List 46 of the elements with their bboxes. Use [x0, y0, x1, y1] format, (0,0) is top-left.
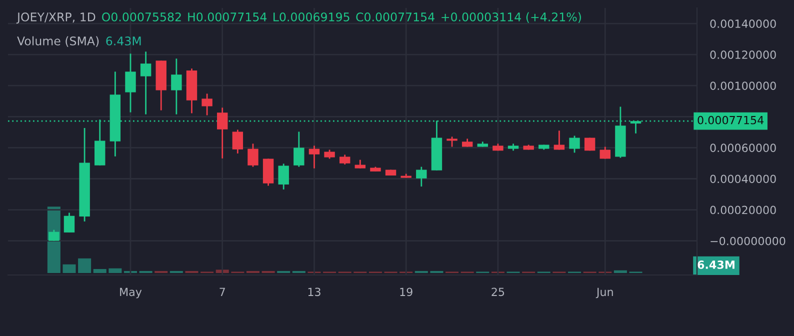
x-tick-label: 25	[492, 288, 504, 296]
annotation: L0.00069195	[274, 12, 350, 22]
candlestick	[140, 50, 152, 116]
candlestick	[324, 149, 335, 160]
y-tick-label: −0.00000000	[710, 236, 786, 246]
chart-title: JOEY/XRP, 1D	[16, 12, 96, 24]
y-tick-label: 0.00140000	[710, 20, 776, 28]
chart-title: Volume (SMA)	[17, 36, 99, 47]
candlestick	[278, 163, 289, 190]
bar	[108, 268, 122, 273]
candlestick	[216, 106, 228, 160]
x-tick-label: 7	[220, 288, 225, 296]
annotation: 6.43M	[106, 36, 141, 46]
text: 6.43M	[698, 260, 734, 269]
x-tick-label: Jun	[596, 288, 613, 298]
ref-line-label: 0.00077154	[698, 116, 764, 124]
bar	[93, 269, 106, 273]
candlestick	[248, 142, 258, 168]
candlestick	[171, 58, 182, 116]
candlestick	[416, 166, 427, 188]
bar	[216, 270, 229, 273]
annotation: +0.00003114 (+4.21%)	[442, 12, 581, 23]
y-tick-label: 0.00020000	[710, 206, 776, 214]
y-tick-label: 0.00040000	[710, 174, 776, 184]
candlestick	[308, 144, 320, 170]
annotation: H0.00077154	[188, 12, 267, 22]
y-tick-label: 0.00100000	[710, 82, 776, 90]
candlestick	[446, 136, 458, 148]
x-tick-label: 13	[308, 288, 320, 296]
candlestick	[294, 131, 304, 168]
y-tick-label: 0.00120000	[710, 50, 776, 59]
x-tick-label: May	[120, 288, 142, 298]
y-tick-label: 0.00060000	[710, 144, 776, 152]
annotation: O0.00075582	[102, 12, 181, 22]
candlestick	[339, 154, 350, 166]
candlestick	[232, 129, 244, 154]
candlestick	[569, 135, 580, 154]
bar	[78, 258, 92, 273]
bar	[614, 270, 627, 273]
candlestick	[48, 229, 60, 242]
x-tick-label: 19	[400, 288, 412, 296]
bar	[62, 264, 76, 273]
candlestick	[125, 52, 136, 114]
candlestick	[64, 212, 75, 234]
annotation: C0.00077154	[356, 12, 434, 22]
candlestick	[202, 92, 212, 116]
